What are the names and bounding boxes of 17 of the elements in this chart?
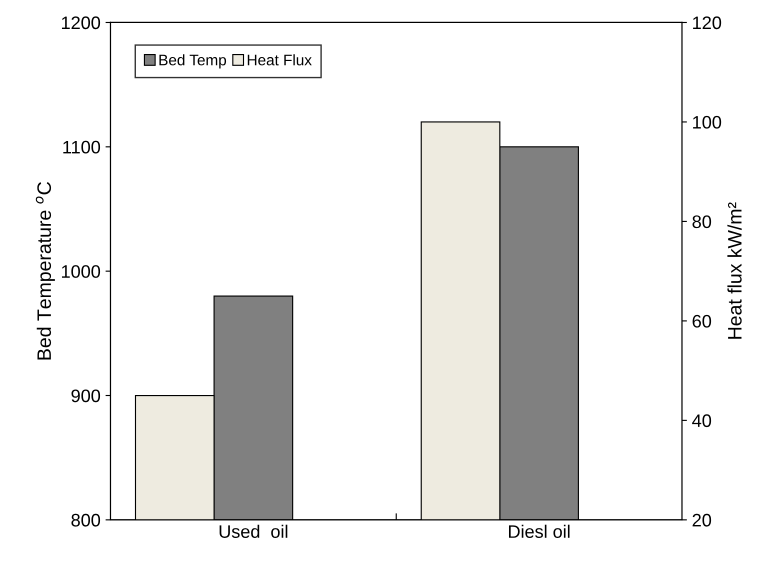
y2-axis-title: Heat flux kW/m² <box>727 202 742 339</box>
y2-tick-label: 40 <box>692 414 712 428</box>
x-tick-label: Diesl oil <box>508 524 570 538</box>
y2-tick-label: 60 <box>692 314 712 328</box>
y-tick-label: 1200 <box>62 16 100 30</box>
y2-tick-label: 80 <box>692 215 712 228</box>
y2-tick-label: 120 <box>693 16 722 30</box>
y-tick-label: 1100 <box>63 140 100 154</box>
y-tick-label: 800 <box>71 514 100 527</box>
y2-tick-label: 100 <box>693 116 722 129</box>
legend-label: Heat Flux <box>248 54 312 66</box>
x-tick-label: Used oil <box>220 524 288 538</box>
y-tick-label: 1000 <box>62 265 100 278</box>
y2-tick-label: 20 <box>692 514 712 527</box>
y-tick-label: 900 <box>71 389 100 402</box>
y-axis-title: Bed Temperature $^{o}$C <box>36 182 55 360</box>
legend-label: Bed Temp <box>159 54 226 68</box>
